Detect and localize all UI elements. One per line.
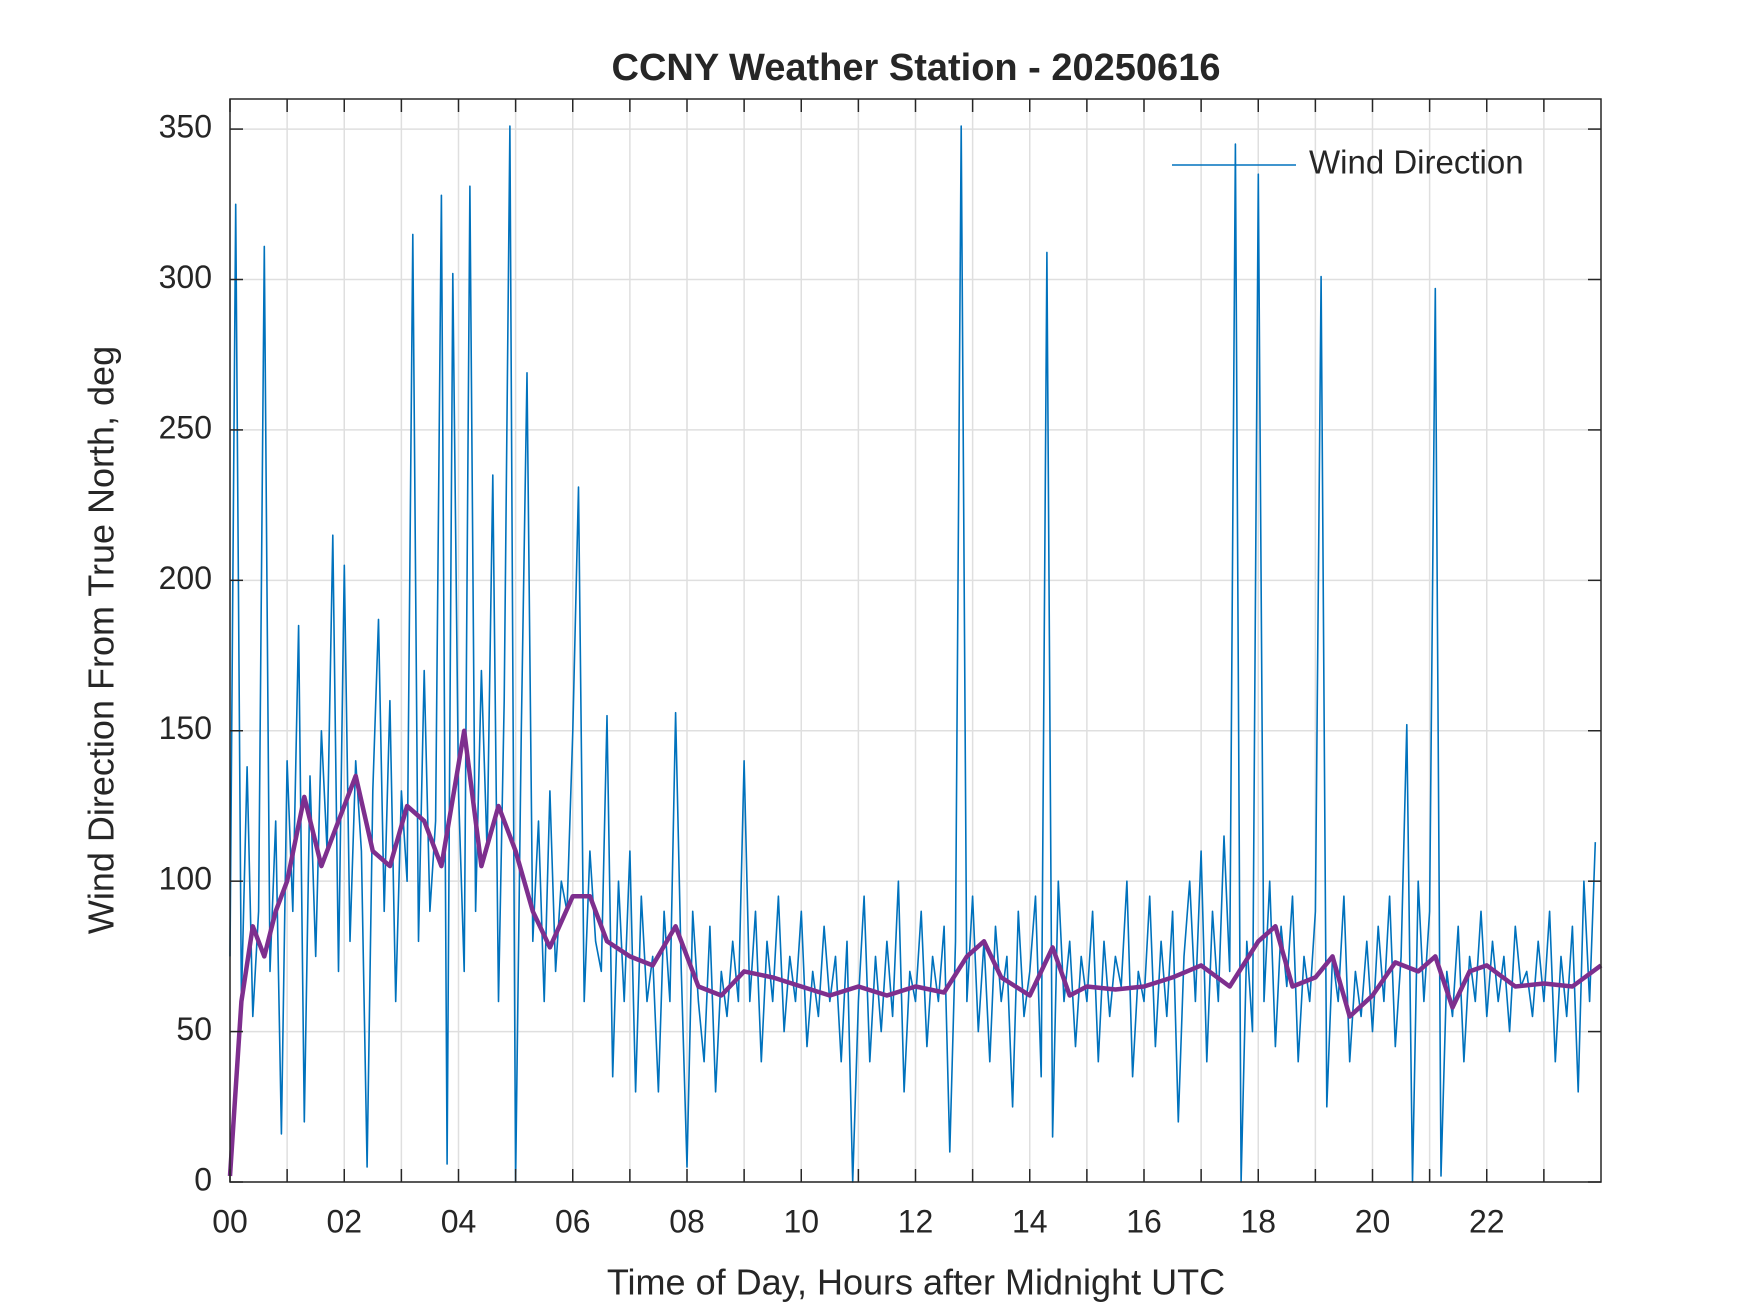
x-tick-label: 08 — [669, 1203, 705, 1239]
x-tick-label: 14 — [1012, 1203, 1048, 1239]
x-tick-label: 00 — [212, 1203, 248, 1239]
y-tick-label: 50 — [176, 1011, 212, 1047]
y-tick-label: 300 — [159, 259, 212, 295]
y-tick-label: 250 — [159, 409, 212, 445]
y-tick-label: 200 — [159, 560, 212, 596]
x-tick-label: 04 — [441, 1203, 477, 1239]
x-tick-label: 10 — [783, 1203, 819, 1239]
x-tick-label: 20 — [1355, 1203, 1391, 1239]
smoothed-line — [227, 728, 1603, 1177]
y-tick-label: 100 — [159, 861, 212, 897]
x-tick-label: 22 — [1469, 1203, 1505, 1239]
y-tick-label: 150 — [159, 710, 212, 746]
x-tick-label: 02 — [326, 1203, 362, 1239]
x-axis-label: Time of Day, Hours after Midnight UTC — [607, 1262, 1225, 1303]
y-tick-label: 350 — [159, 109, 212, 145]
x-tick-label: 16 — [1126, 1203, 1162, 1239]
x-tick-label: 18 — [1240, 1203, 1276, 1239]
y-axis-label: Wind Direction From True North, deg — [81, 346, 122, 934]
legend-label: Wind Direction — [1309, 144, 1524, 181]
data-line — [229, 125, 1597, 1183]
x-tick-label: 12 — [898, 1203, 934, 1239]
x-tick-label: 06 — [555, 1203, 591, 1239]
chart-title: CCNY Weather Station - 20250616 — [612, 47, 1221, 89]
y-tick-label: 0 — [194, 1161, 212, 1197]
